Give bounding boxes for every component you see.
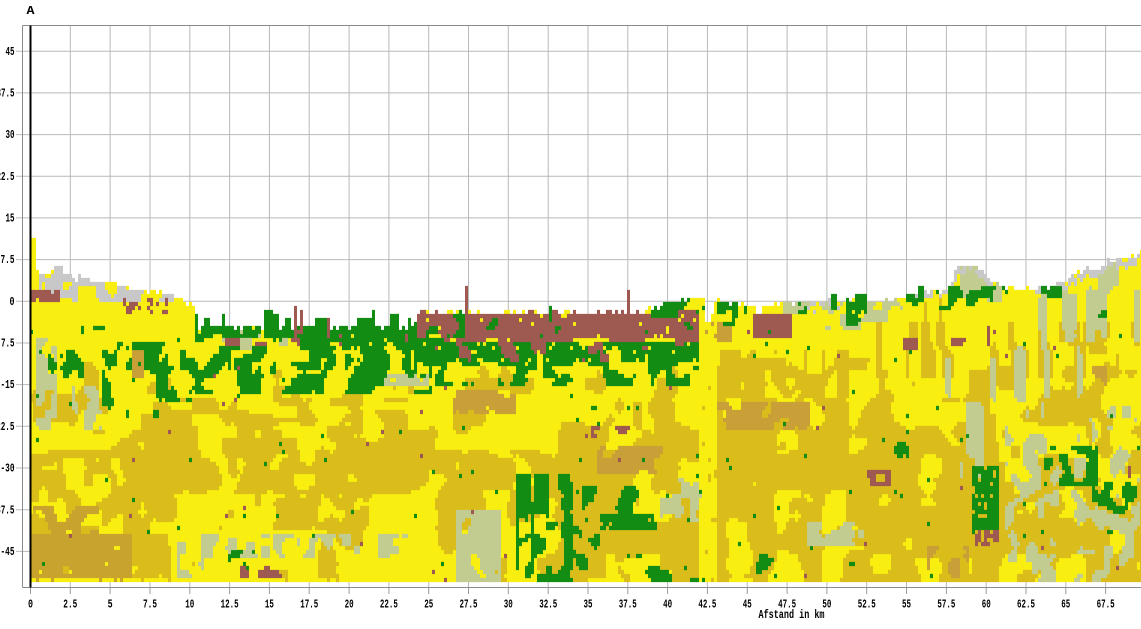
svg-text:42.5: 42.5 <box>698 599 716 612</box>
svg-text:62.5: 62.5 <box>1017 599 1035 612</box>
svg-text:55: 55 <box>902 599 911 612</box>
svg-text:50: 50 <box>822 599 831 612</box>
svg-text:10: 10 <box>185 599 194 612</box>
svg-text:-30: -30 <box>1 463 15 476</box>
svg-text:2.5: 2.5 <box>63 599 77 612</box>
svg-text:30: 30 <box>6 129 15 142</box>
svg-text:22.5: 22.5 <box>380 599 398 612</box>
svg-text:15: 15 <box>6 213 15 226</box>
svg-text:Afstand in km: Afstand in km <box>759 609 825 622</box>
svg-text:-22.5: -22.5 <box>0 421 15 434</box>
svg-text:60: 60 <box>982 599 991 612</box>
svg-text:7.5: 7.5 <box>1 254 15 267</box>
svg-text:37.5: 37.5 <box>619 599 637 612</box>
svg-text:15: 15 <box>265 599 274 612</box>
svg-text:22.5: 22.5 <box>0 171 15 184</box>
svg-text:-7.5: -7.5 <box>0 338 15 351</box>
svg-text:17.5: 17.5 <box>300 599 318 612</box>
svg-text:35: 35 <box>584 599 593 612</box>
svg-text:45: 45 <box>6 46 15 59</box>
svg-text:25: 25 <box>424 599 433 612</box>
svg-text:A: A <box>27 5 35 18</box>
svg-text:20: 20 <box>345 599 354 612</box>
svg-text:0: 0 <box>28 599 33 612</box>
svg-text:12.5: 12.5 <box>221 599 239 612</box>
svg-text:27.5: 27.5 <box>460 599 478 612</box>
svg-text:-15: -15 <box>1 379 15 392</box>
svg-text:32.5: 32.5 <box>539 599 557 612</box>
svg-text:45: 45 <box>743 599 752 612</box>
svg-text:67.5: 67.5 <box>1097 599 1115 612</box>
svg-text:65: 65 <box>1061 599 1070 612</box>
svg-text:37.5: 37.5 <box>0 88 15 101</box>
svg-text:47.5: 47.5 <box>778 599 796 612</box>
svg-text:57.5: 57.5 <box>937 599 955 612</box>
svg-text:5: 5 <box>108 599 113 612</box>
svg-text:7.5: 7.5 <box>143 599 157 612</box>
svg-text:30: 30 <box>504 599 513 612</box>
svg-text:40: 40 <box>663 599 672 612</box>
svg-text:-45: -45 <box>1 546 15 559</box>
svg-text:52.5: 52.5 <box>858 599 876 612</box>
svg-text:-37.5: -37.5 <box>0 504 15 517</box>
svg-text:0: 0 <box>10 296 15 309</box>
